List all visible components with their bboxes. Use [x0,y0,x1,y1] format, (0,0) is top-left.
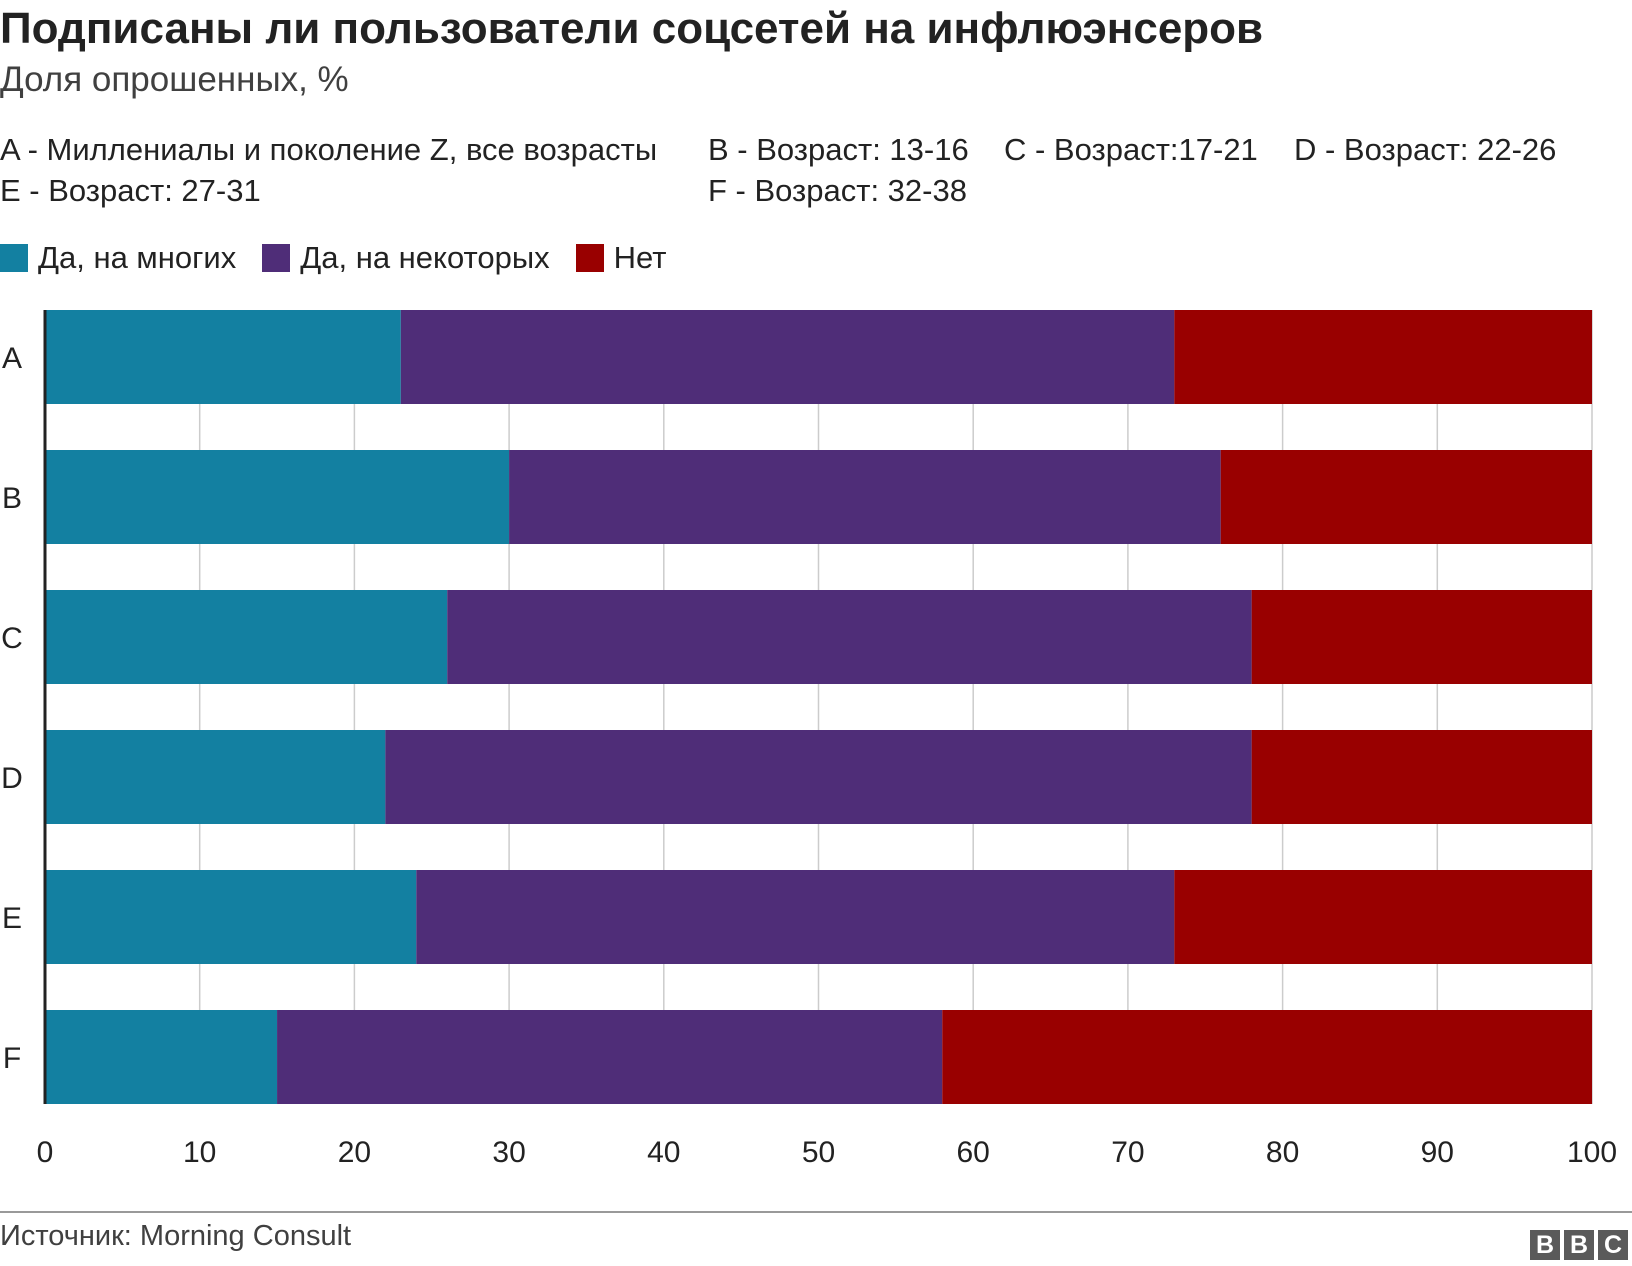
bar-a-series-1 [400,310,1175,404]
x-tick-label-10: 10 [183,1136,216,1169]
x-tick-label-30: 30 [492,1136,525,1169]
bar-c-series-2 [1251,590,1592,684]
chart-subtitle: Доля опрошенных, % [0,60,349,99]
legend-item-some: Да, на некоторых [262,240,550,276]
category-key-d: D - Возраст: 22-26 [1294,132,1557,167]
bar-e-series-1 [416,870,1175,964]
category-label-d: D [1,762,23,795]
category-key-b: B - Возраст: 13-16 [708,132,969,167]
source-note: Источник: Morning Consult [0,1220,352,1252]
legend-item-many: Да, на многих [0,240,236,276]
x-tick-label-20: 20 [338,1136,371,1169]
legend-label-many: Да, на многих [38,240,237,275]
x-tick-label-70: 70 [1111,1136,1144,1169]
category-key-c: C - Возраст:17-21 [1004,132,1258,167]
stacked-bar-chart: A B C D E F 0 10 20 30 40 50 60 70 80 90 100 [1,310,1617,1169]
bar-f-series-0 [45,1010,278,1104]
x-tick-label-100: 100 [1567,1136,1617,1169]
bar-c-series-1 [447,590,1252,684]
chart-legend: Да, на многих Да, на некоторых Нет [0,238,692,278]
bbc-logo-letter-b1: B [1530,1230,1560,1260]
legend-swatch-no [575,244,604,272]
bar-d-series-0 [45,730,386,824]
category-label-c: C [1,622,23,655]
bar-b-series-1 [509,450,1221,544]
legend-label-no: Нет [613,240,667,275]
bar-d-series-2 [1251,730,1592,824]
category-key-e: E - Возраст: 27-31 [0,173,261,208]
bbc-logo-letter-b2: B [1564,1230,1594,1260]
bar-a-series-0 [45,310,401,404]
category-key-a: A - Миллениалы и поколение Z, все возрас… [0,132,658,167]
bar-a-series-2 [1174,310,1592,404]
x-tick-label-90: 90 [1421,1136,1454,1169]
bar-e-series-2 [1174,870,1592,964]
legend-swatch-some [262,244,291,272]
x-tick-label-50: 50 [802,1136,835,1169]
chart-title: Подписаны ли пользователи соцсетей на ин… [0,4,1264,53]
bar-b-series-2 [1220,450,1592,544]
bar-c-series-0 [45,590,448,684]
bar-f-series-1 [277,1010,943,1104]
x-tick-label-80: 80 [1266,1136,1299,1169]
bbc-logo: B B C [1530,1230,1628,1260]
bar-b-series-0 [45,450,510,544]
x-tick-label-40: 40 [647,1136,680,1169]
bar-f-series-2 [942,1010,1592,1104]
x-tick-label-0: 0 [37,1136,54,1169]
category-label-e: E [2,902,22,935]
category-key-f: F - Возраст: 32-38 [708,173,967,208]
legend-item-no: Нет [575,240,667,276]
category-label-f: F [3,1042,21,1075]
x-tick-label-60: 60 [957,1136,990,1169]
legend-swatch-many [0,244,28,272]
bar-e-series-0 [45,870,417,964]
bar-d-series-1 [385,730,1252,824]
category-label-a: A [2,342,22,375]
category-label-b: B [2,482,22,515]
legend-label-some: Да, на некоторых [300,240,550,275]
bbc-logo-letter-c: C [1598,1230,1628,1260]
footer-divider [0,1211,1632,1213]
